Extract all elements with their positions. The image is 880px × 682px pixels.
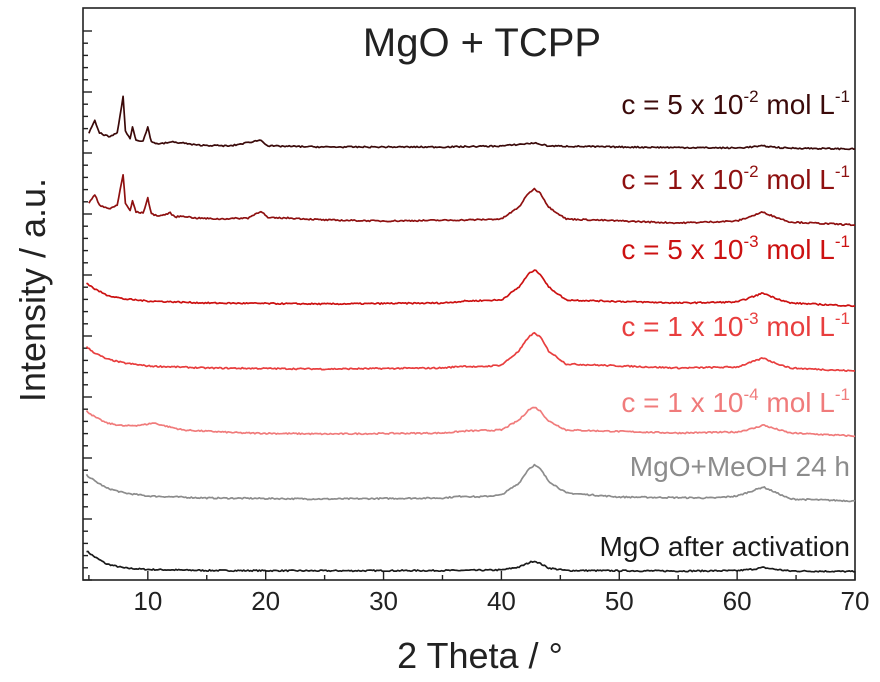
series-line [85,406,856,438]
plot-frame [82,7,856,581]
x-tick-label: 10 [133,586,162,616]
x-tick-label: 60 [723,586,752,616]
y-axis-title: Intensity / a.u. [12,178,53,402]
series-line [85,331,856,372]
series-labels: MgO after activation MgO+MeOH 24 h c = 1 x… [599,87,850,562]
series-label: MgO after activation [599,531,850,562]
x-tick-label: 50 [605,586,634,616]
series-layer [85,95,856,573]
x-tick-label: 30 [369,586,398,616]
series-line [86,269,856,308]
chart-title: MgO + TCPP [363,21,601,65]
x-tick-label: 70 [841,586,870,616]
series-label: c = 1 x 10-2 mol L-1 [621,162,850,195]
series-label: c = 5 x 10-3 mol L-1 [621,232,850,265]
plot-area-border [82,7,856,581]
x-tick-label: 20 [251,586,280,616]
series-line [85,463,856,503]
x-axis-title: 2 Theta / ° [397,635,563,676]
series-line [86,550,856,573]
x-tick-label: 40 [487,586,516,616]
series-line [88,173,856,227]
series-label: c = 1 x 10-4 mol L-1 [621,385,850,418]
series-label: c = 5 x 10-2 mol L-1 [621,87,850,120]
axis-ticks: 10 20 30 40 50 60 70 [83,30,870,616]
series-label: MgO+MeOH 24 h [630,451,850,482]
series-line [88,95,856,151]
series-label: c = 1 x 10-3 mol L-1 [621,309,850,342]
